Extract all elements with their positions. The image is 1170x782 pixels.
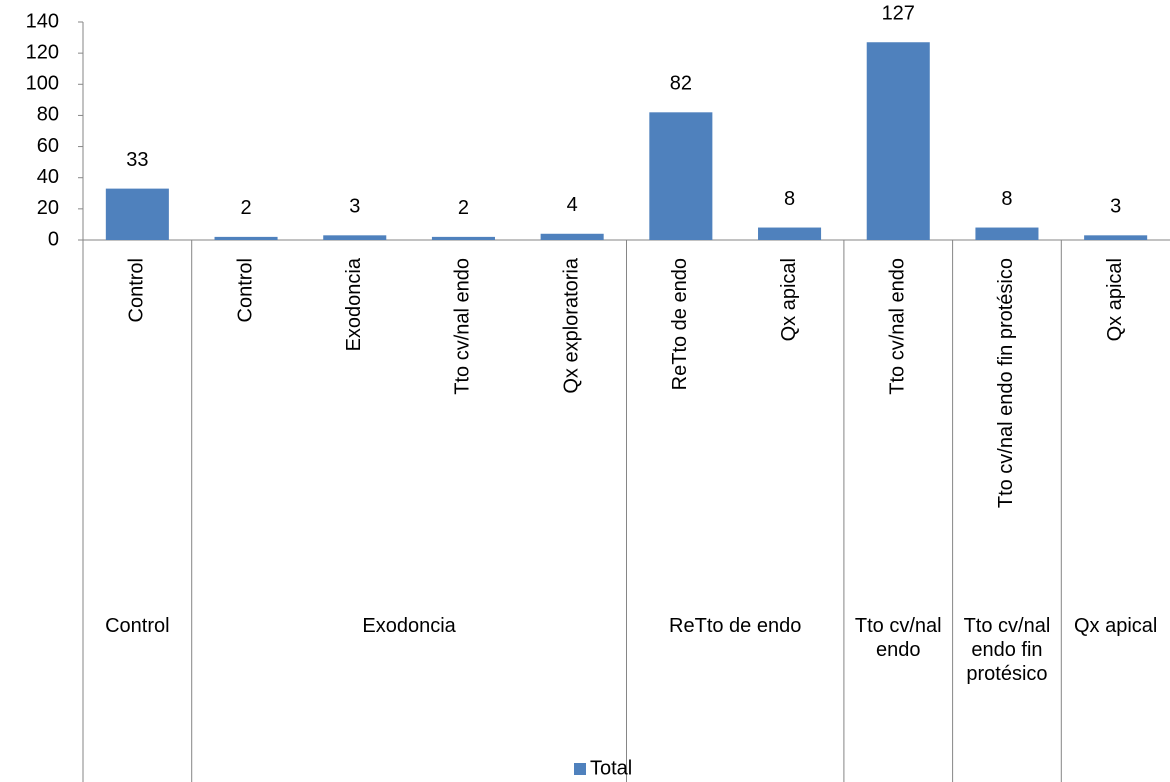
x-tick-label: Control (234, 258, 256, 322)
bar (214, 236, 278, 240)
data-label: 2 (240, 197, 251, 219)
bar (540, 233, 604, 240)
bar (1084, 235, 1148, 240)
x-tick-label: Qx exploratoria (560, 257, 582, 393)
y-tick-label: 80 (37, 104, 59, 126)
bar (866, 42, 930, 240)
bar (323, 235, 387, 240)
y-tick-label: 120 (26, 41, 59, 63)
y-tick-label: 40 (37, 166, 59, 188)
data-label: 33 (126, 149, 148, 171)
y-tick-label: 20 (37, 197, 59, 219)
y-tick-label: 0 (48, 228, 59, 250)
x-tick-label: Tto cv/nal endo fin protésico (995, 258, 1017, 508)
data-label: 3 (349, 196, 360, 218)
group-label: Qx apical (1073, 615, 1158, 637)
bar (758, 227, 822, 240)
data-label: 4 (567, 194, 578, 216)
y-tick-label: 100 (26, 73, 59, 95)
data-label: 8 (784, 188, 795, 210)
y-tick-label: 140 (26, 10, 59, 32)
group-label: Control (105, 615, 170, 637)
group-label: Exodoncia (362, 615, 456, 637)
x-tick-label: Control (126, 258, 148, 322)
bar (649, 112, 713, 240)
y-tick-label: 60 (37, 135, 59, 157)
x-tick-label: Exodoncia (343, 257, 365, 351)
group-label: Tto cv/nal endo fin protésico (963, 615, 1051, 685)
data-label: 3 (1110, 196, 1121, 218)
data-label: 127 (882, 3, 915, 25)
group-label: Tto cv/nal endo (854, 615, 942, 661)
x-tick-label: Tto cv/nal endo (887, 258, 909, 395)
data-label: 82 (670, 73, 692, 95)
bar (431, 236, 495, 240)
x-tick-label: Qx apical (778, 258, 800, 341)
x-tick-label: Qx apical (1104, 258, 1126, 341)
bar (975, 227, 1039, 240)
x-tick-label: Tto cv/nal endo (452, 258, 474, 395)
x-tick-label: ReTto de endo (669, 258, 691, 390)
data-label: 2 (458, 197, 469, 219)
data-label: 8 (1001, 188, 1012, 210)
legend-swatch (574, 763, 586, 775)
bar (105, 188, 169, 240)
legend-label: Total (590, 757, 632, 779)
group-label: ReTto de endo (669, 615, 802, 637)
